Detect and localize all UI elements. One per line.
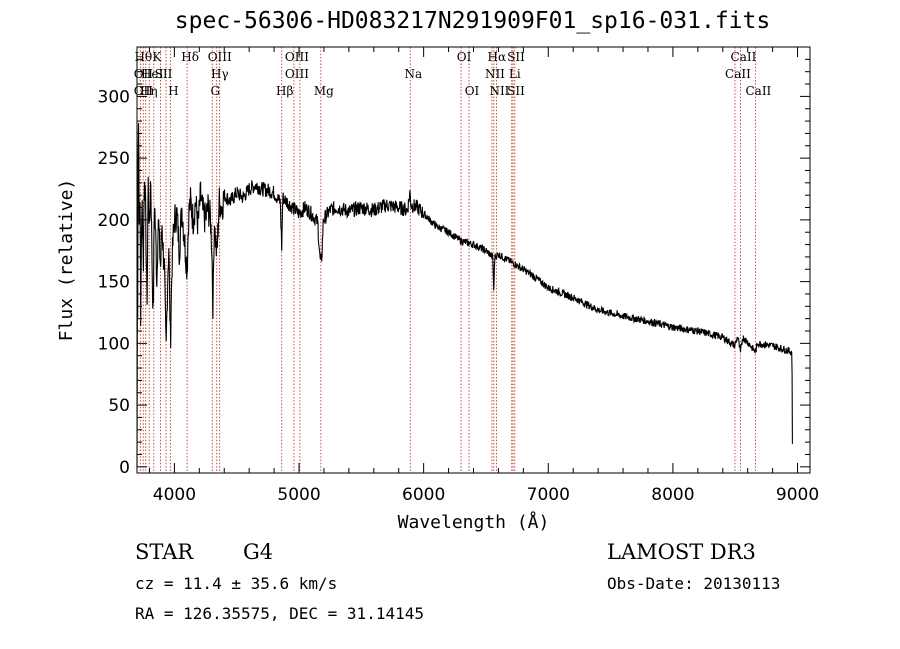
observation-date: Obs-Date: 20130113 [607,574,781,593]
chart-title: spec-56306-HD083217N291909F01_sp16-031.f… [174,8,771,34]
line-label: Hβ [276,84,293,98]
y-tick-label: 100 [98,334,130,354]
spectrum-line [136,123,793,468]
y-tick-label: 300 [98,87,130,107]
y-axis-label: Flux (relative) [56,179,77,342]
line-label: H [168,84,178,98]
line-label: OI [457,50,472,64]
line-label: Na [404,67,422,81]
line-label: SII [155,67,173,81]
line-label: OI [465,84,480,98]
x-tick-label: 7000 [527,485,570,505]
line-label: OIII [208,50,232,64]
y-tick-label: 150 [98,273,130,293]
y-tick-label: 200 [98,211,130,231]
plot-frame [136,46,811,474]
x-tick-label: 9000 [776,485,819,505]
line-label: Mg [314,84,334,98]
line-label: OII [134,67,154,81]
line-label: Hδ [181,50,199,64]
line-label: OIII [285,50,309,64]
y-tick-label: 0 [119,458,130,478]
line-label: OIII [285,67,309,81]
redshift-cz: cz = 11.4 ± 35.6 km/s [135,574,338,593]
line-label: OII [134,84,154,98]
y-tick-label: 50 [108,396,130,416]
line-label: Li [509,67,521,81]
line-label: NII [489,84,509,98]
line-label: CaII [745,84,771,98]
x-axis-label: Wavelength (Å) [398,511,550,533]
line-label: CaII [725,67,751,81]
line-label: HeI [141,67,164,81]
object-class: STAR [135,540,194,564]
line-label: Hγ [211,67,229,81]
line-label: G [210,84,220,98]
line-label: Hα [488,50,507,64]
y-tick-label: 250 [98,149,130,169]
line-label: NII [485,67,505,81]
line-label: Hη [140,84,158,98]
x-tick-label: 4000 [153,485,196,505]
x-tick-label: 8000 [651,485,694,505]
x-tick-label: 6000 [402,485,445,505]
x-tick-label: 5000 [277,485,320,505]
line-label: Hθ [135,50,153,64]
line-label: K [152,50,162,64]
object-subclass: G4 [243,540,274,564]
line-label: CaII [731,50,757,64]
survey-name: LAMOST DR3 [607,540,756,564]
line-label: SII [507,50,525,64]
coordinates: RA = 126.35575, DEC = 31.14145 [135,604,424,623]
line-label: SII [507,84,525,98]
